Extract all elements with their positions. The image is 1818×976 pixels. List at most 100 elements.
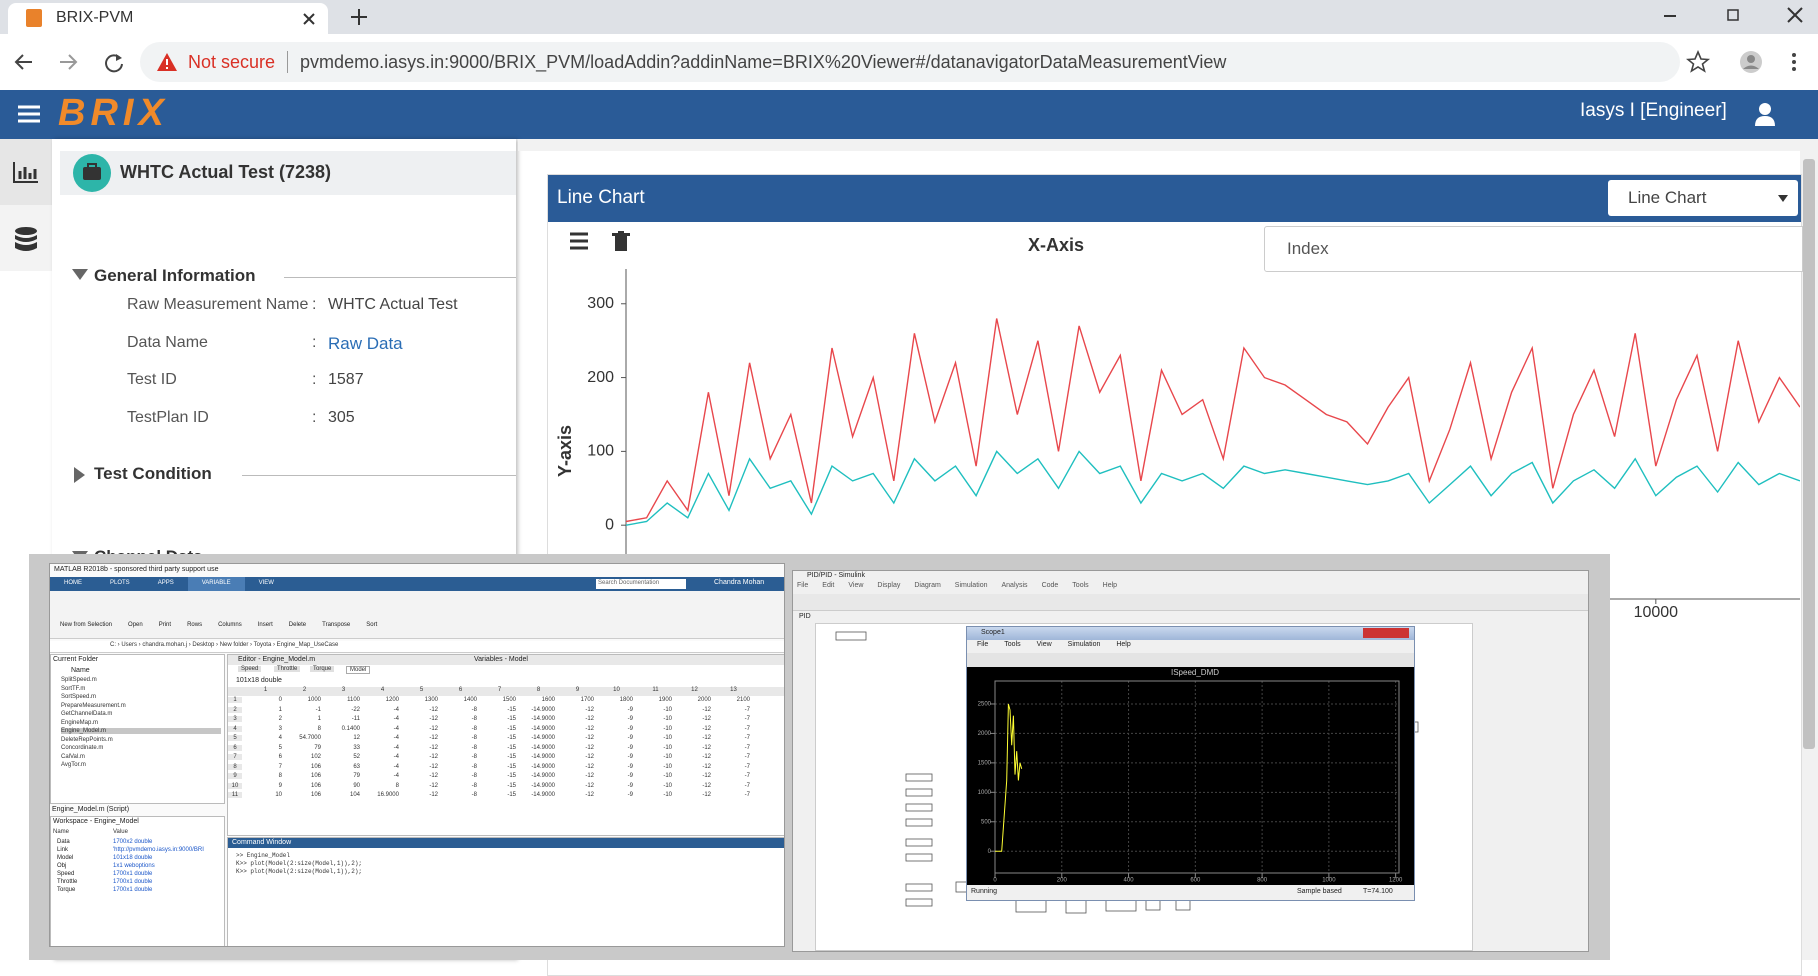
menu-item[interactable]: Simulation: [1067, 641, 1101, 648]
signal-name: ISpeed_DMD: [1171, 668, 1219, 677]
variable-name[interactable]: Data: [57, 839, 70, 845]
variable-size: 101x18 double: [236, 677, 282, 684]
user-name[interactable]: Iasys I [Engineer]: [1580, 100, 1727, 121]
table-cell: 4: [278, 735, 282, 741]
ribbon-button[interactable]: Columns: [218, 622, 242, 628]
menu-item[interactable]: Tools: [1004, 641, 1021, 648]
scope-toolbar: [967, 653, 1414, 667]
database-icon[interactable]: [14, 227, 38, 253]
file-item[interactable]: CalVal.m: [61, 753, 85, 760]
close-tab-icon[interactable]: [302, 12, 316, 26]
nav-buttons[interactable]: [12, 50, 132, 74]
file-item[interactable]: EngineMap.m: [61, 719, 99, 726]
scrollbar-thumb[interactable]: [1803, 159, 1815, 749]
table-cell: 1: [317, 716, 321, 722]
variable-name[interactable]: Throttle: [57, 879, 78, 885]
ribbon-button[interactable]: Rows: [187, 622, 203, 628]
file-item[interactable]: SplitSpeed.m: [61, 677, 97, 683]
nav-item-active[interactable]: [0, 139, 52, 205]
url[interactable]: pvmdemo.iasys.in:9000/BRIX_PVM/loadAddin…: [300, 51, 1227, 72]
variable-tab[interactable]: Throttle: [274, 666, 301, 672]
menu-item[interactable]: Tools: [1072, 582, 1089, 589]
file-item[interactable]: PrepareMeasurement.m: [61, 702, 126, 709]
expand-arrow[interactable]: [72, 269, 88, 281]
ribbon-button[interactable]: Delete: [288, 622, 307, 628]
menu-item[interactable]: File: [797, 582, 809, 589]
table-cell: -4: [393, 716, 399, 722]
file-item[interactable]: AvgTor.m: [61, 762, 86, 768]
section-heading[interactable]: General Information: [94, 266, 256, 285]
file-item[interactable]: SortTF.m: [61, 685, 86, 692]
ribbon-button[interactable]: Print: [158, 622, 172, 628]
file-item[interactable]: SortSpeed.m: [61, 694, 97, 700]
table-cell: 12: [353, 735, 360, 741]
favicon: [26, 9, 42, 27]
scrollbar[interactable]: [1800, 139, 1818, 960]
menu-item[interactable]: Edit: [822, 582, 835, 589]
collapse-arrow[interactable]: [74, 467, 86, 483]
workspace-pane: Workspace - Engine_Model Name Value Data 17…: [50, 816, 225, 946]
table-cell: -10: [663, 782, 672, 789]
table-cell: -12: [429, 792, 438, 798]
ribbon-tab[interactable]: HOME: [64, 580, 82, 586]
search-box[interactable]: Search Documentation: [596, 579, 686, 589]
ribbon-button[interactable]: New from Selection: [60, 622, 113, 628]
account[interactable]: Chandra Mohan: [714, 579, 765, 586]
table-cell: -8: [471, 716, 477, 722]
variable-tab[interactable]: Speed: [238, 666, 262, 672]
menu-item[interactable]: Help: [1102, 582, 1118, 589]
ribbon-tab[interactable]: VIEW: [258, 580, 274, 586]
window-buttons[interactable]: [1363, 628, 1409, 638]
section-heading[interactable]: Test Condition: [94, 464, 212, 483]
variable-value: 1700x2 double: [113, 839, 153, 845]
ribbon-button[interactable]: Open: [128, 622, 143, 628]
ribbon-button[interactable]: Insert: [257, 622, 273, 628]
file-item[interactable]: Engine_Model.m: [61, 728, 221, 734]
menu-item[interactable]: File: [977, 641, 989, 648]
table-cell: -4: [393, 725, 399, 732]
variable-name[interactable]: Torque: [57, 887, 76, 893]
user-icon[interactable]: [1754, 102, 1776, 126]
file-item[interactable]: GetChannelData.m: [61, 711, 113, 717]
menu-item[interactable]: Diagram: [914, 582, 941, 589]
variable-tab[interactable]: Torque: [310, 666, 335, 672]
x-axis-input[interactable]: Index: [1264, 226, 1803, 272]
table-cell: 63: [353, 763, 360, 770]
browser-tab[interactable]: BRIX-PVM: [8, 3, 328, 34]
model-breadcrumb[interactable]: PID: [799, 613, 811, 620]
menu-item[interactable]: View: [1036, 641, 1052, 648]
field-link[interactable]: Raw Data: [328, 333, 403, 353]
current-path[interactable]: C: › Users › chandra.mohan.j › Desktop ›…: [110, 642, 339, 648]
ribbon-tab[interactable]: PLOTS: [110, 580, 130, 586]
table-cell: -9: [627, 782, 633, 789]
ribbon-button[interactable]: Transpose: [322, 622, 351, 628]
new-tab-icon[interactable]: [350, 8, 368, 26]
chart-type-select[interactable]: Line Chart: [1608, 180, 1798, 216]
command-title: Command Window: [232, 839, 292, 846]
window-controls[interactable]: [1660, 6, 1810, 26]
file-item[interactable]: DeleteRepPoints.m: [61, 736, 113, 743]
omnibox[interactable]: Not secure pvmdemo.iasys.in:9000/BRIX_PV…: [140, 42, 1680, 82]
ribbon-tab[interactable]: VARIABLE: [187, 577, 245, 591]
browser-actions[interactable]: [1686, 50, 1811, 76]
card-title: Line Chart: [557, 187, 645, 208]
app-logo[interactable]: BRIX: [58, 92, 169, 134]
variable-name[interactable]: Obj: [57, 863, 67, 869]
variable-name[interactable]: Speed: [57, 871, 75, 877]
chart-toolbar[interactable]: [570, 231, 630, 253]
variable-tab[interactable]: Model: [346, 666, 371, 674]
file-item[interactable]: Concordinate.m: [61, 745, 104, 751]
ribbon-tab[interactable]: APPS: [157, 580, 174, 586]
variable-name[interactable]: Link: [57, 847, 69, 853]
menu-item[interactable]: Help: [1116, 641, 1131, 648]
menu-icon[interactable]: [18, 104, 40, 124]
menu-item[interactable]: Code: [1041, 582, 1059, 589]
ribbon-button[interactable]: Sort: [366, 622, 378, 628]
table-cell: -4: [393, 744, 399, 751]
menu-item[interactable]: View: [848, 582, 864, 589]
variable-name[interactable]: Model: [57, 855, 74, 861]
menu-item[interactable]: Display: [877, 582, 901, 589]
menu-item[interactable]: Simulation: [954, 582, 988, 589]
menu-item[interactable]: Analysis: [1001, 582, 1028, 589]
toolbar: [793, 594, 1588, 611]
